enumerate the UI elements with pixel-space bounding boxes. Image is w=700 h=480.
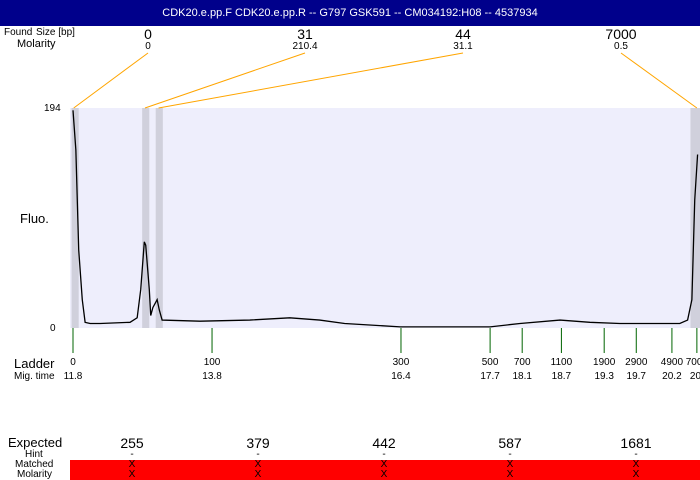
ladder-size: 500 [481,357,499,368]
peak-size: 0 [144,26,152,42]
expected-hint: - [256,449,260,460]
ladder-time: 17.7 [480,371,500,382]
ladder-time: 18.1 [512,371,532,382]
marker-band [155,108,163,328]
ladder-time: 16.4 [391,371,411,382]
ladder-label: Ladder [14,356,55,371]
expected-molarity: X [380,469,388,480]
mig-time-label: Mig. time [14,371,55,382]
y-tick-max: 194 [44,103,61,114]
marker-band [71,108,79,328]
peak-molarity: 31.1 [453,41,473,52]
expected-matched: X [506,459,514,470]
found-label: Found [4,27,33,38]
size-label: Size [bp] [36,27,75,38]
expected-size: 379 [246,435,270,451]
ladder-size: 2900 [625,357,648,368]
ladder-size: 0 [70,357,76,368]
y-tick-min: 0 [50,323,56,334]
peak-molarity: 210.4 [292,41,318,52]
expected-hint: - [130,449,134,460]
ladder-size: 1100 [550,357,573,368]
expected-molarity: X [632,469,640,480]
expected-size: 587 [498,435,522,451]
expected-size: 1681 [620,435,652,451]
ladder-size: 700 [513,357,531,368]
expected-molarity: X [506,469,514,480]
expected-matched: X [380,459,388,470]
molarity-row-label: Molarity [17,469,53,480]
ladder-time: 20. [689,371,700,382]
plot-area [70,108,700,328]
molarity-label: Molarity [17,38,56,50]
expected-hint: - [508,449,512,460]
peak-size: 7000 [605,26,637,42]
peak-size: 44 [455,26,471,42]
ladder-size: 300 [392,357,410,368]
expected-size: 255 [120,435,144,451]
ladder-size: 100 [203,357,221,368]
marker-band [142,108,150,328]
marker-band [690,108,700,328]
ladder-size: 7000 [685,357,700,368]
peak-connector-line [73,52,149,109]
fluorescence-trace [72,110,699,328]
ladder-time: 11.8 [63,371,83,382]
ladder-time: 19.3 [594,371,614,382]
ladder-time: 13.8 [202,371,222,382]
expected-matched: X [128,459,136,470]
ladder-size: 4900 [660,357,684,368]
peak-connector-line [144,52,306,109]
expected-molarity: X [254,469,262,480]
ladder-time: 20.2 [662,371,682,382]
expected-matched: X [632,459,640,470]
expected-hint: - [634,449,638,460]
expected-matched: X [254,459,262,470]
title-bar: CDK20.e.pp.F CDK20.e.pp.R -- G797 GSK591… [0,0,700,26]
peak-molarity: 0.5 [614,41,628,52]
matched-label: Matched [15,459,54,470]
expected-label: Expected [8,435,63,450]
peak-connector-line [158,52,464,109]
peak-molarity: 0 [145,41,151,52]
expected-size: 442 [372,435,396,451]
no-match-band [70,460,700,480]
peak-size: 31 [297,26,313,42]
hint-label: Hint [25,449,43,460]
ladder-size: 1900 [593,357,616,368]
expected-hint: - [382,449,386,460]
peak-connector-line [620,52,698,109]
ladder-time: 19.7 [626,371,646,382]
expected-molarity: X [128,469,136,480]
ladder-time: 18.7 [551,371,572,382]
y-axis-label: Fluo. [20,211,49,226]
